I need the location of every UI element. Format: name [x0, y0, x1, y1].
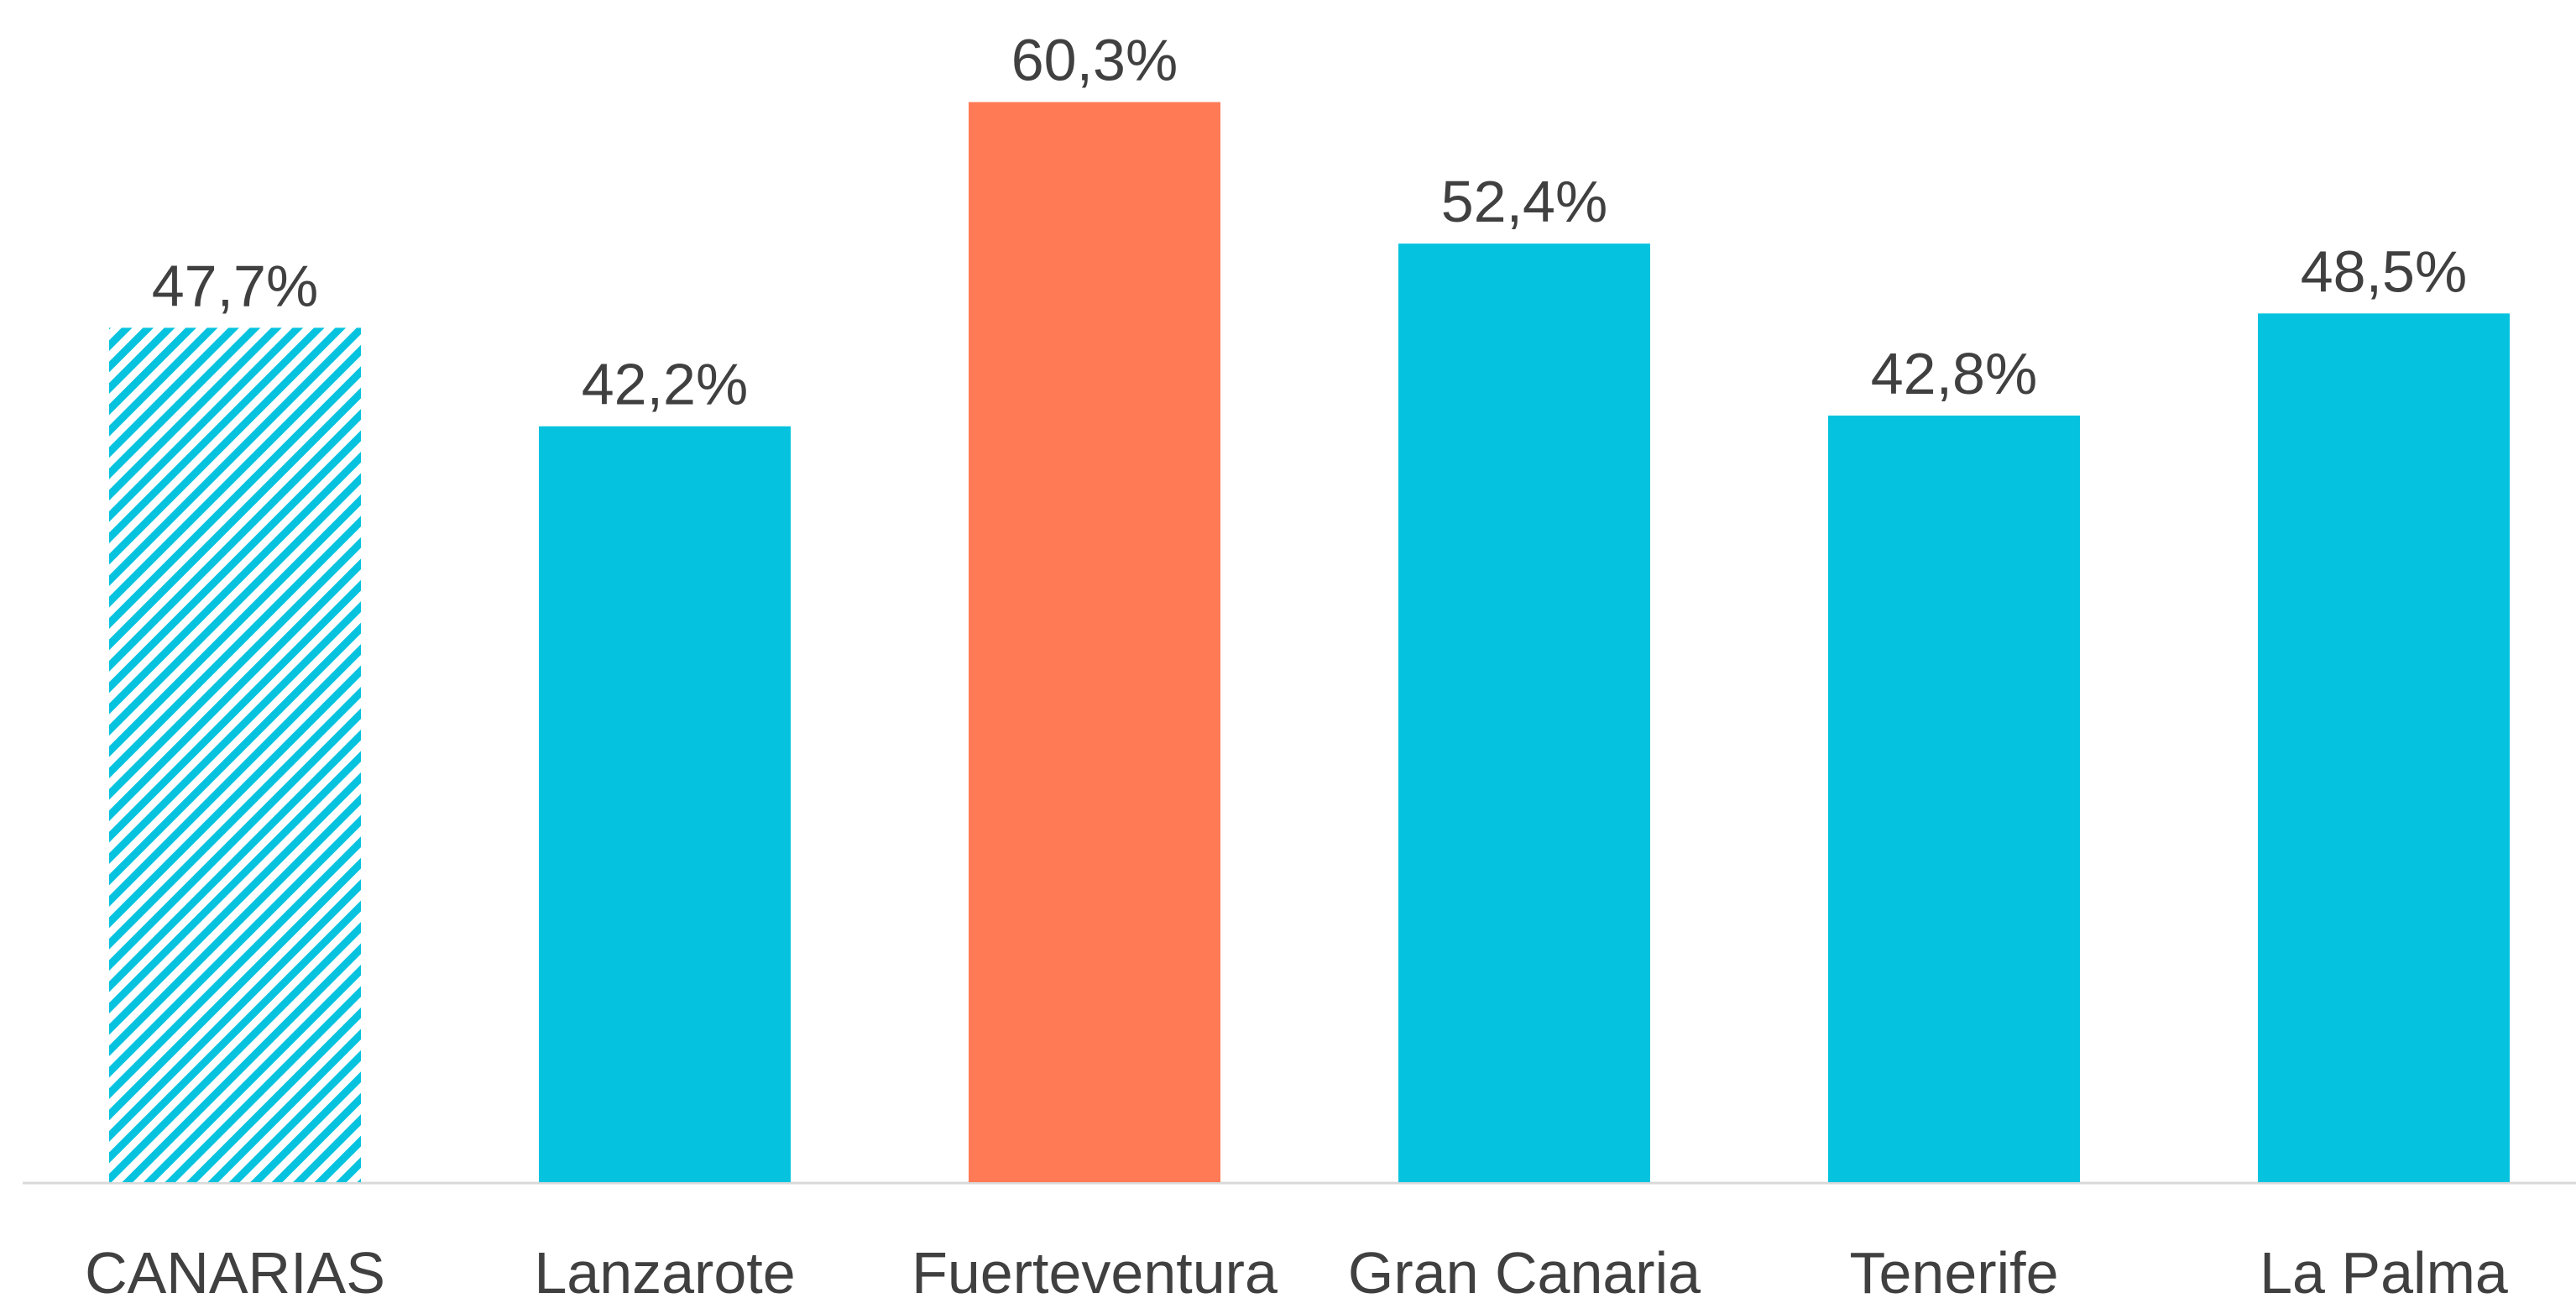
x-tick-label: La Palma: [2260, 1240, 2508, 1306]
value-label: 48,5%: [2301, 238, 2467, 304]
value-label: 52,4%: [1441, 169, 1607, 234]
x-tick-label: Lanzarote: [534, 1240, 795, 1306]
bar: [1828, 415, 2080, 1182]
x-tick-label: Tenerife: [1849, 1240, 2058, 1306]
x-tick-label: CANARIAS: [85, 1240, 385, 1306]
value-label: 47,7%: [152, 253, 318, 318]
bar: [539, 426, 791, 1182]
value-label: 60,3%: [1011, 28, 1178, 93]
bar: [969, 102, 1220, 1183]
value-label: 42,2%: [582, 352, 748, 417]
bar: [1398, 243, 1650, 1183]
value-label: 42,8%: [1871, 341, 2037, 406]
x-tick-label: Fuerteventura: [912, 1240, 1278, 1306]
bar: [2258, 313, 2510, 1182]
x-tick-label: Gran Canaria: [1348, 1240, 1701, 1306]
bar: [109, 327, 361, 1182]
